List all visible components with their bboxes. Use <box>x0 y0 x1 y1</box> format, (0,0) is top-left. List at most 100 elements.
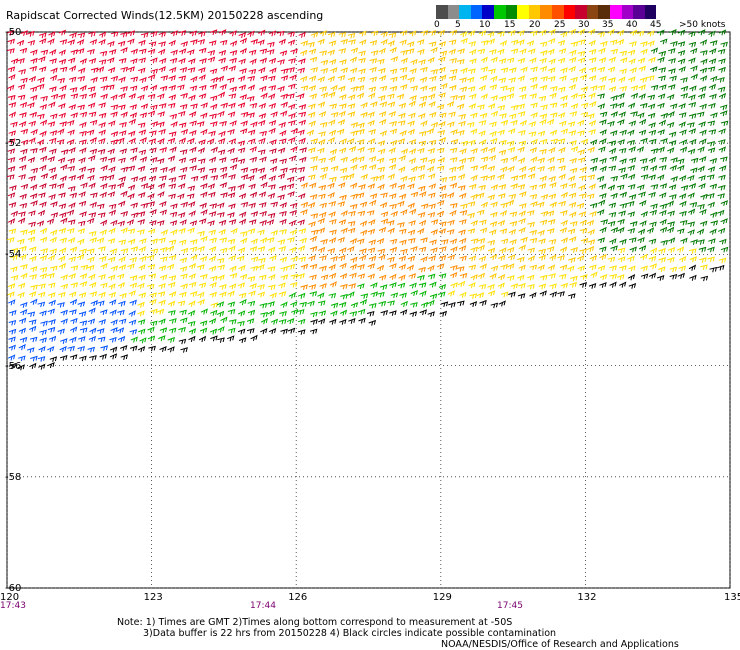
wind-barb <box>440 239 449 245</box>
wind-barb <box>719 238 727 245</box>
wind-barb <box>470 238 479 244</box>
wind-barb <box>548 58 556 65</box>
wind-barb <box>67 165 75 172</box>
wind-barb <box>488 68 496 75</box>
wind-barb <box>589 165 598 172</box>
wind-barb <box>450 282 458 289</box>
wind-barb <box>19 164 27 171</box>
wind-barb <box>47 282 56 289</box>
wind-barb <box>387 173 396 180</box>
wind-barb <box>158 265 167 272</box>
wind-barb <box>47 121 56 128</box>
wind-barb <box>647 40 655 47</box>
wind-barb <box>7 283 16 290</box>
wind-barb <box>709 266 718 273</box>
wind-barb <box>560 102 568 109</box>
wind-barb <box>287 327 296 334</box>
wind-barb <box>269 165 278 173</box>
wind-barb <box>588 39 596 47</box>
wind-barb <box>318 184 327 191</box>
wind-barb <box>38 345 46 353</box>
wind-barb <box>167 346 175 353</box>
wind-barb <box>217 326 225 333</box>
wind-barb <box>200 209 208 216</box>
wind-barb <box>137 346 146 353</box>
wind-barb <box>88 58 97 64</box>
wind-barb <box>359 248 367 254</box>
wind-barb <box>80 264 89 271</box>
wind-barb <box>548 146 556 154</box>
wind-barb <box>228 102 236 109</box>
wind-barb <box>558 86 566 93</box>
wind-barb <box>208 191 216 198</box>
wind-barb <box>549 112 558 118</box>
wind-barb <box>718 29 727 36</box>
wind-barb <box>190 39 198 45</box>
wind-barb <box>240 174 249 181</box>
wind-barb <box>70 93 79 99</box>
wind-barb <box>180 347 188 353</box>
wind-barb <box>466 122 475 128</box>
wind-barb <box>157 191 165 198</box>
colorbar-swatch <box>575 5 587 19</box>
wind-barb <box>118 104 126 111</box>
wind-barb <box>170 49 178 56</box>
wind-barb <box>159 256 168 262</box>
wind-barb <box>577 57 586 64</box>
wind-barb <box>89 327 97 334</box>
wind-barb <box>468 40 476 47</box>
wind-barb <box>39 146 47 153</box>
wind-barb <box>300 40 309 47</box>
wind-barb <box>197 264 205 270</box>
wind-barb <box>669 194 677 200</box>
wind-barb <box>538 183 547 190</box>
wind-barb <box>329 281 337 288</box>
wind-barb <box>339 59 347 65</box>
wind-barb <box>348 39 356 45</box>
wind-barb <box>197 245 205 252</box>
wind-barb <box>408 220 416 226</box>
wind-barb <box>110 75 119 82</box>
wind-barb <box>479 227 488 234</box>
wind-barb <box>389 46 397 54</box>
wind-barb <box>198 74 206 81</box>
wind-barb <box>500 202 508 209</box>
wind-barb <box>19 309 28 316</box>
wind-barb <box>148 138 157 145</box>
wind-barb <box>449 68 458 75</box>
wind-barb <box>638 191 646 198</box>
wind-barb <box>718 66 726 73</box>
wind-barb <box>690 239 698 245</box>
wind-barb <box>529 147 538 154</box>
wind-barb <box>470 148 478 154</box>
wind-barb <box>28 325 37 332</box>
wind-barb <box>708 58 717 65</box>
wind-barb <box>418 59 426 66</box>
wind-barb <box>89 355 97 361</box>
wind-barb <box>69 87 78 93</box>
wind-barb <box>619 238 627 245</box>
wind-barb <box>327 191 335 199</box>
wind-barb <box>567 228 576 235</box>
wind-barb <box>29 246 37 253</box>
wind-barb <box>320 238 328 245</box>
wind-barb <box>450 264 458 271</box>
wind-barb <box>650 148 659 154</box>
wind-barb <box>38 66 47 73</box>
wind-barb <box>288 292 296 299</box>
wind-barb <box>18 69 26 75</box>
wind-barb <box>399 239 407 246</box>
wind-barb <box>539 29 547 36</box>
wind-barb <box>438 137 447 144</box>
wind-barb <box>209 281 217 289</box>
wind-barb <box>270 229 279 236</box>
wind-barb <box>716 264 725 271</box>
wind-barb <box>667 48 676 54</box>
wind-barb <box>667 226 675 234</box>
wind-barb <box>626 200 635 207</box>
colorbar-label: 20 <box>529 20 541 30</box>
wind-barb <box>608 202 617 209</box>
wind-barb <box>169 66 177 73</box>
wind-barb <box>18 174 26 180</box>
wind-barb <box>147 264 156 270</box>
